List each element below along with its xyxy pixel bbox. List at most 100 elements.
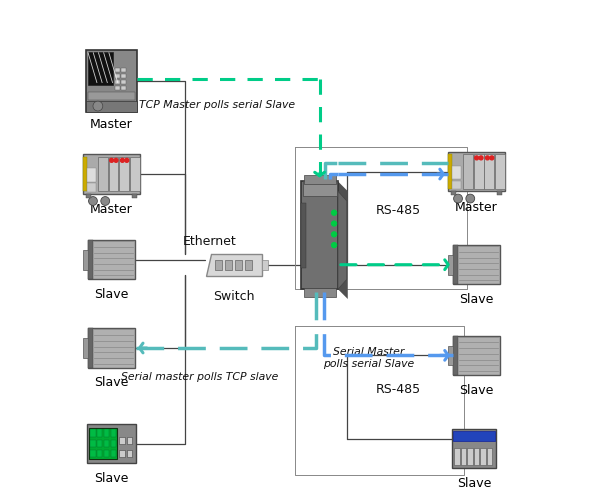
FancyBboxPatch shape xyxy=(121,74,126,78)
Text: Slave: Slave xyxy=(94,376,128,390)
FancyBboxPatch shape xyxy=(104,430,109,437)
FancyBboxPatch shape xyxy=(463,154,473,188)
FancyBboxPatch shape xyxy=(235,260,242,270)
FancyBboxPatch shape xyxy=(97,440,103,447)
Circle shape xyxy=(89,196,97,205)
FancyBboxPatch shape xyxy=(83,157,87,191)
FancyBboxPatch shape xyxy=(461,448,466,465)
FancyBboxPatch shape xyxy=(448,154,452,188)
FancyBboxPatch shape xyxy=(86,194,91,198)
FancyBboxPatch shape xyxy=(127,438,133,444)
Circle shape xyxy=(332,210,337,215)
FancyBboxPatch shape xyxy=(481,448,486,465)
FancyBboxPatch shape xyxy=(111,440,116,447)
FancyBboxPatch shape xyxy=(487,448,493,465)
FancyBboxPatch shape xyxy=(304,175,335,184)
Text: Ethernet: Ethernet xyxy=(182,234,236,248)
Text: Slave: Slave xyxy=(459,293,494,306)
FancyBboxPatch shape xyxy=(245,260,252,270)
FancyBboxPatch shape xyxy=(132,194,137,198)
FancyBboxPatch shape xyxy=(83,154,140,194)
FancyBboxPatch shape xyxy=(121,80,126,84)
FancyBboxPatch shape xyxy=(88,328,134,368)
FancyBboxPatch shape xyxy=(121,86,126,90)
Circle shape xyxy=(332,232,337,237)
FancyBboxPatch shape xyxy=(453,245,500,284)
FancyBboxPatch shape xyxy=(448,346,453,365)
FancyBboxPatch shape xyxy=(484,154,494,188)
FancyBboxPatch shape xyxy=(304,288,335,296)
FancyBboxPatch shape xyxy=(474,448,479,465)
Text: Serial master polls TCP slave: Serial master polls TCP slave xyxy=(121,372,278,382)
FancyBboxPatch shape xyxy=(474,154,484,188)
Text: Slave: Slave xyxy=(94,288,128,301)
Circle shape xyxy=(114,158,118,162)
FancyBboxPatch shape xyxy=(467,448,473,465)
FancyBboxPatch shape xyxy=(454,431,494,441)
FancyBboxPatch shape xyxy=(88,328,93,368)
FancyBboxPatch shape xyxy=(451,191,455,195)
Text: RS-485: RS-485 xyxy=(376,204,421,218)
FancyBboxPatch shape xyxy=(97,430,103,437)
Polygon shape xyxy=(338,191,347,289)
Polygon shape xyxy=(206,254,262,276)
Circle shape xyxy=(125,158,129,162)
FancyBboxPatch shape xyxy=(121,68,126,72)
Text: Slave: Slave xyxy=(459,384,494,397)
FancyBboxPatch shape xyxy=(97,450,103,458)
FancyBboxPatch shape xyxy=(115,86,119,90)
FancyBboxPatch shape xyxy=(87,183,96,192)
FancyBboxPatch shape xyxy=(111,430,116,437)
FancyBboxPatch shape xyxy=(302,182,337,196)
Text: TCP Master polls serial Slave: TCP Master polls serial Slave xyxy=(139,100,295,110)
FancyBboxPatch shape xyxy=(119,438,125,444)
Circle shape xyxy=(485,156,490,160)
Text: Master: Master xyxy=(455,201,498,214)
FancyBboxPatch shape xyxy=(104,440,109,447)
Circle shape xyxy=(121,158,124,162)
Circle shape xyxy=(466,194,475,203)
FancyBboxPatch shape xyxy=(86,50,137,112)
FancyBboxPatch shape xyxy=(115,80,119,84)
FancyBboxPatch shape xyxy=(87,424,136,463)
Text: RS-485: RS-485 xyxy=(376,383,421,396)
Text: Switch: Switch xyxy=(213,290,254,303)
Circle shape xyxy=(332,221,337,226)
FancyBboxPatch shape xyxy=(83,250,88,270)
Circle shape xyxy=(454,194,463,203)
FancyBboxPatch shape xyxy=(88,52,113,86)
FancyBboxPatch shape xyxy=(119,450,125,457)
FancyBboxPatch shape xyxy=(88,92,135,100)
FancyBboxPatch shape xyxy=(301,203,306,268)
FancyBboxPatch shape xyxy=(111,450,116,458)
FancyBboxPatch shape xyxy=(225,260,232,270)
Text: Slave: Slave xyxy=(457,477,491,490)
Polygon shape xyxy=(338,182,348,299)
Text: Serial Master
polls serial Slave: Serial Master polls serial Slave xyxy=(323,347,414,368)
FancyBboxPatch shape xyxy=(448,152,505,191)
FancyBboxPatch shape xyxy=(83,338,88,358)
FancyBboxPatch shape xyxy=(453,245,458,284)
Circle shape xyxy=(332,242,337,248)
FancyBboxPatch shape xyxy=(86,100,137,112)
FancyBboxPatch shape xyxy=(453,336,458,375)
Text: Slave: Slave xyxy=(94,472,128,485)
Circle shape xyxy=(490,156,494,160)
FancyBboxPatch shape xyxy=(454,448,460,465)
FancyBboxPatch shape xyxy=(89,428,117,459)
Circle shape xyxy=(479,156,483,160)
FancyBboxPatch shape xyxy=(88,240,93,280)
Text: Master: Master xyxy=(90,118,133,130)
FancyBboxPatch shape xyxy=(215,260,223,270)
FancyBboxPatch shape xyxy=(452,430,496,468)
FancyBboxPatch shape xyxy=(104,450,109,458)
FancyBboxPatch shape xyxy=(495,154,505,188)
FancyBboxPatch shape xyxy=(130,157,140,191)
FancyBboxPatch shape xyxy=(90,440,95,447)
Circle shape xyxy=(101,196,110,205)
FancyBboxPatch shape xyxy=(119,157,129,191)
FancyBboxPatch shape xyxy=(88,240,134,280)
FancyBboxPatch shape xyxy=(452,166,461,179)
FancyBboxPatch shape xyxy=(127,450,133,457)
Circle shape xyxy=(93,101,103,111)
